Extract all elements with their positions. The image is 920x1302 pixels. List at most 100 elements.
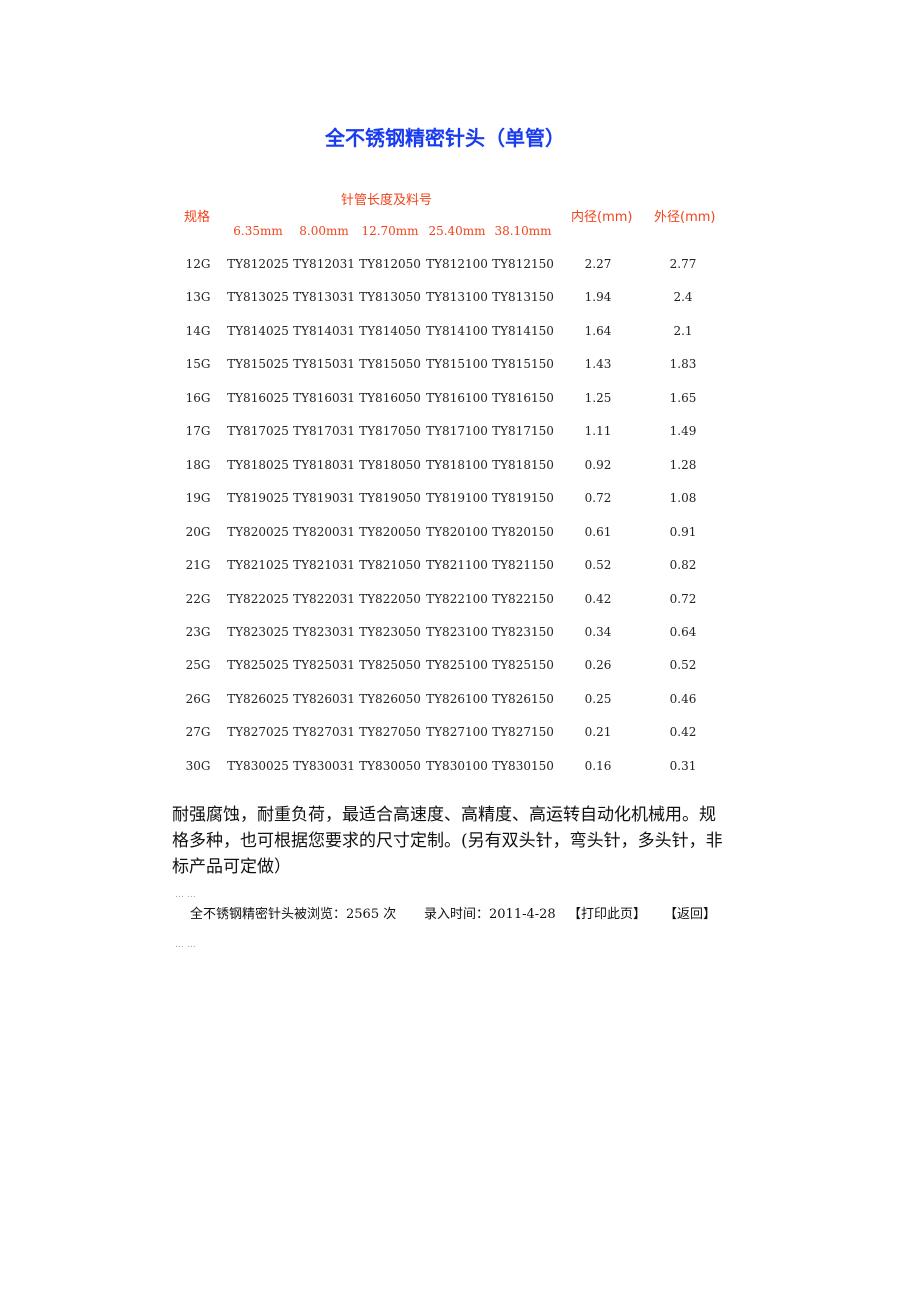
part-number-cell: TY820150 [492,524,554,539]
part-number-cell: TY819100 [426,491,488,506]
part-number-cell: TY817050 [359,424,421,439]
part-number-cell: TY821031 [293,558,355,573]
outer-diameter-cell: 1.08 [669,491,697,506]
gauge-cell: 30G [185,758,211,773]
part-number-cell: TY813025 [227,290,289,305]
part-number-cell: TY812025 [227,257,289,271]
back-link[interactable]: 【返回】 [664,907,717,922]
part-number-cell: TY820031 [293,524,355,539]
part-number-cell: TY823150 [492,624,554,639]
inner-diameter-cell: 0.92 [584,457,612,472]
part-number-cell: TY826050 [359,691,421,706]
part-number-cell: TY830025 [227,758,289,773]
part-number-cell: TY827150 [492,725,554,740]
part-number-cell: TY819025 [227,491,289,506]
inner-diameter-cell: 1.25 [584,390,612,405]
outer-diameter-cell: 0.52 [669,658,697,673]
part-number-cell: TY826031 [293,691,355,706]
part-number-cell: TY813150 [492,290,554,305]
gauge-cell: 12G [185,257,211,271]
inner-diameter-cell: 0.26 [584,658,612,673]
part-number-cell: TY816025 [227,390,289,405]
length-group-header: 针管长度及料号 [341,193,433,208]
part-number-cell: TY814150 [492,323,554,338]
gauge-cell: 19G [185,491,211,506]
inner-diameter-cell: 0.52 [584,558,612,573]
part-number-cell: TY812050 [359,257,421,271]
print-page-link[interactable]: 【打印此页】 [568,907,647,922]
part-number-cell: TY826150 [492,691,554,706]
inner-diameter-cell: 1.94 [584,290,612,305]
part-number-cell: TY825050 [359,658,421,673]
outer-diameter-cell: 0.46 [669,691,697,706]
inner-diameter-cell: 1.64 [584,323,612,338]
product-description: 耐强腐蚀，耐重负荷，最适合高速度、高精度、高运转自动化机械用。规格多种，也可根据… [172,805,723,877]
part-number-cell: TY826100 [426,691,488,706]
page-title: 全不锈钢精密针头（单管） [325,126,565,150]
gauge-cell: 18G [185,457,211,472]
part-number-cell: TY815100 [426,357,488,372]
inner-diameter-cell: 0.42 [584,591,612,606]
outer-diameter-cell: 2.1 [673,323,693,338]
part-number-cell: TY830050 [359,758,421,773]
outer-diameter-cell: 2.4 [673,290,693,305]
inner-diameter-cell: 2.27 [584,257,612,271]
part-number-cell: TY822050 [359,591,421,606]
part-number-cell: TY822025 [227,591,289,606]
inner-diameter-cell: 1.43 [584,357,612,372]
part-number-cell: TY827100 [426,725,488,740]
outer-diameter-cell: 2.77 [669,257,697,271]
gauge-cell: 17G [185,424,211,439]
inner-diameter-cell: 0.61 [584,524,612,539]
part-number-cell: TY820050 [359,524,421,539]
part-number-cell: TY814031 [293,323,355,338]
outer-diameter-cell: 0.82 [669,558,697,573]
part-number-cell: TY813100 [426,290,488,305]
part-number-cell: TY817025 [227,424,289,439]
part-number-cell: TY822100 [426,591,488,606]
length-header: 25.40mm [428,224,486,238]
part-number-cell: TY825100 [426,658,488,673]
gauge-cell: 21G [185,558,211,573]
part-number-cell: TY822150 [492,591,554,606]
part-number-cell: TY813031 [293,290,355,305]
outer-diameter-cell: 1.83 [669,357,697,372]
part-number-cell: TY818100 [426,457,488,472]
gauge-header: 规格 [184,210,211,225]
gauge-cell: 25G [185,658,211,673]
gauge-cell: 27G [185,725,211,740]
part-number-cell: TY830031 [293,758,355,773]
gauge-cell: 14G [185,323,211,338]
part-number-cell: TY823031 [293,624,355,639]
part-number-cell: TY830150 [492,758,554,773]
gauge-cell: 15G [185,357,211,372]
part-number-cell: TY814050 [359,323,421,338]
part-number-cell: TY813050 [359,290,421,305]
part-number-cell: TY821150 [492,558,554,573]
outer-diameter-header: 外径(mm) [654,210,716,225]
part-number-cell: TY818025 [227,457,289,472]
part-number-cell: TY827031 [293,725,355,740]
outer-diameter-cell: 0.31 [669,758,697,773]
outer-diameter-cell: 0.64 [669,624,697,639]
separator-dashes: … … [175,890,196,900]
part-number-cell: TY826025 [227,691,289,706]
part-number-cell: TY815031 [293,357,355,372]
outer-diameter-cell: 0.72 [669,591,697,606]
inner-diameter-cell: 0.72 [584,491,612,506]
part-number-cell: TY820100 [426,524,488,539]
inner-diameter-cell: 0.21 [584,725,612,740]
part-number-cell: TY812150 [492,257,554,271]
gauge-cell: 22G [185,591,211,606]
part-number-cell: TY819031 [293,491,355,506]
part-number-cell: TY816150 [492,390,554,405]
part-number-cell: TY825150 [492,658,554,673]
inner-diameter-cell: 0.25 [584,691,612,706]
part-number-cell: TY825031 [293,658,355,673]
outer-diameter-cell: 1.49 [669,424,697,439]
inner-diameter-cell: 0.34 [584,624,612,639]
part-number-cell: TY825025 [227,658,289,673]
length-header: 38.10mm [494,224,552,238]
part-number-cell: TY816031 [293,390,355,405]
